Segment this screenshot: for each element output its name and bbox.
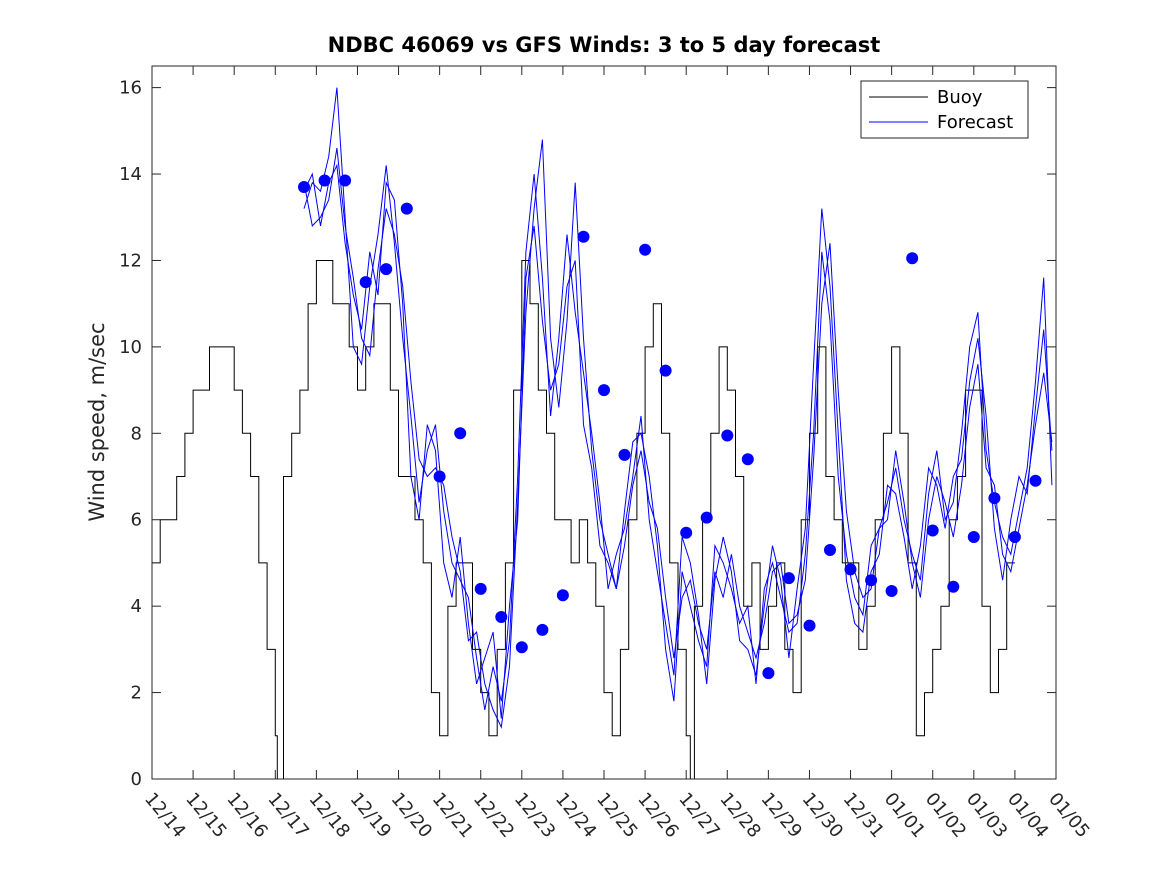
y-tick-label: 10 (119, 337, 142, 358)
forecast-marker (865, 574, 878, 587)
forecast-marker (339, 174, 352, 187)
forecast-series-line-2 (303, 87, 1053, 710)
forecast-marker (926, 524, 939, 537)
forecast-marker (988, 492, 1001, 505)
forecast-marker (433, 470, 446, 483)
forecast-marker (885, 585, 898, 597)
forecast-marker (598, 384, 610, 397)
y-tick-label: 12 (119, 250, 142, 271)
forecast-marker (782, 572, 795, 585)
forecast-marker (967, 531, 980, 543)
y-tick-label: 2 (131, 683, 142, 704)
forecast-marker (515, 641, 528, 654)
legend-box (860, 80, 1029, 139)
forecast-marker (803, 619, 816, 632)
forecast-marker (556, 589, 569, 602)
forecast-marker (1029, 474, 1042, 487)
forecast-marker (947, 580, 960, 593)
forecast-marker (762, 667, 775, 680)
legend: Buoy Forecast (860, 80, 1029, 139)
forecast-marker (824, 544, 836, 556)
y-tick-label: 8 (131, 423, 142, 444)
forecast-marker (380, 263, 393, 276)
forecast-marker (618, 448, 631, 461)
forecast-marker (721, 429, 734, 442)
forecast-marker (906, 252, 919, 265)
forecast-marker (318, 174, 331, 187)
y-tick-label: 4 (131, 596, 142, 617)
y-tick-label: 16 (119, 78, 142, 99)
chart-title: NDBC 46069 vs GFS Winds: 3 to 5 day fore… (328, 33, 881, 57)
forecast-marker (639, 243, 652, 256)
marker-layer (298, 174, 1042, 680)
y-axis-label: Wind speed, m/sec (85, 322, 109, 521)
forecast-marker (454, 427, 467, 440)
y-tick-label: 0 (131, 769, 142, 790)
forecast-marker (474, 582, 487, 595)
forecast-marker (680, 526, 693, 539)
forecast-marker (298, 181, 310, 193)
y-tick-label: 6 (131, 510, 142, 531)
forecast-marker (495, 611, 508, 623)
legend-forecast-label: Forecast (937, 112, 1013, 133)
forecast-marker (400, 202, 413, 215)
forecast-marker (741, 453, 754, 466)
forecast-marker (577, 230, 590, 243)
forecast-marker (844, 563, 857, 576)
buoy-series-line (152, 260, 1015, 780)
forecast-marker (1008, 531, 1021, 543)
legend-buoy-label: Buoy (937, 87, 983, 108)
forecast-marker (359, 276, 372, 289)
forecast-series-line-1 (303, 163, 1053, 719)
forecast-marker (700, 511, 713, 524)
forecast-marker (659, 364, 672, 377)
forecast-marker (536, 623, 549, 636)
y-tick-label: 14 (119, 164, 142, 185)
